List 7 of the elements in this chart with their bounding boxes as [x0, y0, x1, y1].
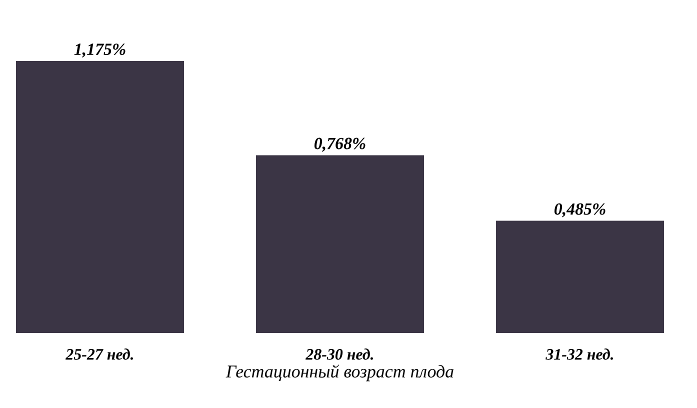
- x-tick-label: 31-32 нед.: [546, 348, 614, 360]
- x-tick-label: 28-30 нед.: [306, 348, 374, 360]
- data-label: 0,768%: [314, 138, 366, 152]
- x-tick-label: 25-27 нед.: [66, 348, 134, 360]
- x-axis-title: Гестационный возраст плода: [226, 364, 454, 382]
- data-label: 0,485%: [554, 203, 606, 218]
- data-label: 1,175%: [74, 44, 126, 58]
